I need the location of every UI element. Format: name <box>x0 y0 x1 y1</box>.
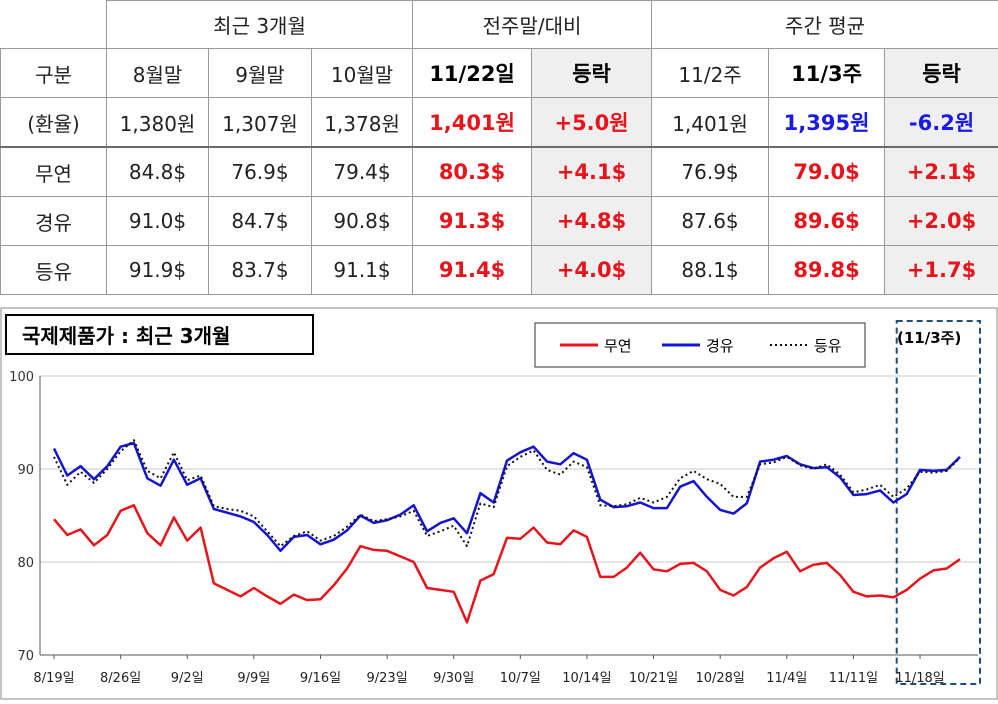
table-cell: 91.0$ <box>106 196 209 246</box>
table-cell: 1,378원 <box>310 97 414 148</box>
x-tick-label: 9/2일 <box>171 671 204 686</box>
price-chart: 70 80 90 100 8/19일 8/26일 9/2일 9/9일 9/16일 9/23일 9/3… <box>0 307 998 700</box>
col-header-change-day: 등락 <box>531 48 653 98</box>
x-tick-label: 8/19일 <box>33 671 74 686</box>
x-tick-label: 11/18일 <box>895 671 944 686</box>
table-cell: 76.9$ <box>208 146 312 197</box>
table-cell: 1,380원 <box>106 97 209 148</box>
table-cell: +2.0$ <box>884 196 998 246</box>
x-tick-label: 8/26일 <box>100 671 141 686</box>
col-header-aug: 8월말 <box>106 48 209 98</box>
y-tick-label: 100 <box>9 370 34 385</box>
corner-cell <box>0 0 107 49</box>
highlight-week-box <box>895 320 981 685</box>
y-tick-label: 90 <box>17 463 34 478</box>
col-header-prev-week: 11/2주 <box>651 48 770 98</box>
col-header-sep: 9월말 <box>208 48 312 98</box>
highlight-label: (11/3주) <box>897 329 961 347</box>
table-cell: 79.4$ <box>310 146 414 197</box>
table-cell: +1.7$ <box>884 245 998 295</box>
y-tick-label: 80 <box>17 556 34 571</box>
table-cell: 89.6$ <box>768 196 886 246</box>
group-header-weekend: 전주말/대비 <box>412 0 653 49</box>
col-header-oct: 10월말 <box>310 48 414 98</box>
table-cell: 91.4$ <box>412 245 533 295</box>
table-cell: 88.1$ <box>651 245 770 295</box>
legend-label: 경유 <box>706 337 734 355</box>
legend-label: 등유 <box>814 337 842 355</box>
table-cell: 79.0$ <box>768 146 886 197</box>
table-cell: 1,307원 <box>208 97 312 148</box>
x-tick-label: 10/28일 <box>695 671 744 686</box>
x-tick-label: 9/23일 <box>367 671 408 686</box>
table-cell: 91.1$ <box>310 245 414 295</box>
chart-title-box <box>5 314 314 355</box>
group-header-weekly: 주간 평균 <box>651 0 998 49</box>
legend-label: 무연 <box>604 337 632 355</box>
chart-title: 국제제품가 : 최근 3개월 <box>22 324 230 348</box>
series-line-1 <box>52 441 961 553</box>
row-label-exchange: (환율) <box>0 97 107 148</box>
series-line-0 <box>53 504 961 624</box>
x-tick-label: 9/16일 <box>300 671 341 686</box>
table-cell: 1,395원 <box>768 97 886 148</box>
table-cell: +4.0$ <box>531 245 653 295</box>
x-tick-label: 9/30일 <box>433 671 474 686</box>
x-tick-label: 10/7일 <box>500 671 541 686</box>
table-cell: 91.9$ <box>106 245 209 295</box>
row-label-diesel: 경유 <box>0 196 107 246</box>
table-cell: 91.3$ <box>412 196 533 246</box>
row-label-gasoline: 무연 <box>0 146 107 197</box>
table-cell: 1,401원 <box>412 97 533 148</box>
y-tick-label: 70 <box>17 649 34 664</box>
table-cell: +4.8$ <box>531 196 653 246</box>
table-cell: 87.6$ <box>651 196 770 246</box>
chart-canvas: 70 80 90 100 8/19일 8/26일 9/2일 9/9일 9/16일 9/23일 9/3… <box>0 307 998 700</box>
row-label-kerosene: 등유 <box>0 245 107 295</box>
price-table: 최근 3개월 전주말/대비 주간 평균 구분 8월말 9월말 10월말 11/2… <box>0 0 998 295</box>
group-header-recent: 최근 3개월 <box>105 0 414 49</box>
table-cell: 76.9$ <box>651 146 770 197</box>
table-cell: 83.7$ <box>208 245 312 295</box>
table-cell: 89.8$ <box>768 245 886 295</box>
x-tick-label: 11/11일 <box>829 671 878 686</box>
table-cell: +4.1$ <box>531 146 653 197</box>
table-cell: 84.8$ <box>106 146 209 197</box>
table-cell: 84.7$ <box>208 196 312 246</box>
x-tick-label: 10/21일 <box>629 671 678 686</box>
table-cell: +2.1$ <box>884 146 998 197</box>
x-tick-label: 11/4일 <box>766 671 807 686</box>
col-header-change-week: 등락 <box>884 48 998 98</box>
table-cell: -6.2원 <box>884 97 998 148</box>
col-header-latest-day: 11/22일 <box>412 48 533 98</box>
table-cell: 80.3$ <box>412 146 533 197</box>
table-cell: 1,401원 <box>651 97 770 148</box>
table-cell: 90.8$ <box>310 196 414 246</box>
col-header-category: 구분 <box>0 48 107 98</box>
table-cell: +5.0원 <box>531 97 653 148</box>
x-tick-label: 9/9일 <box>237 671 270 686</box>
x-tick-label: 10/14일 <box>562 671 611 686</box>
col-header-this-week: 11/3주 <box>768 48 886 98</box>
